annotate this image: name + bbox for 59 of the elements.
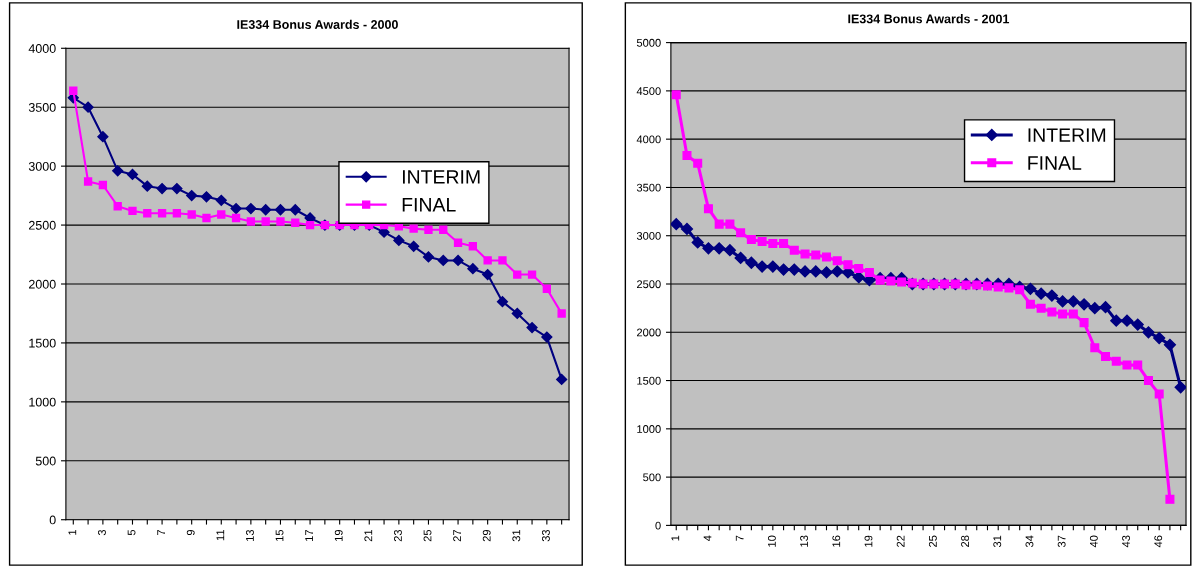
x-tick-label: 17 xyxy=(305,530,313,541)
y-tick-label: 1500 xyxy=(29,338,56,348)
y-tick-label: 4500 xyxy=(636,87,661,96)
x-tick-label: 3 xyxy=(98,529,106,536)
x-tick-label: 1 xyxy=(68,529,77,535)
x-tick-label: 22 xyxy=(896,535,905,547)
y-tick-label: 0 xyxy=(655,521,661,530)
y-tick-label: 2500 xyxy=(637,280,661,289)
x-tick-label: 25 xyxy=(928,535,937,547)
x-tick-label: 5 xyxy=(127,529,136,536)
legend-label: FINAL xyxy=(402,198,456,212)
y-tick-label: 3500 xyxy=(28,103,56,112)
x-tick-label: 19 xyxy=(334,529,343,541)
y-tick-label: 3000 xyxy=(636,231,661,240)
y-tick-label: 0 xyxy=(49,515,56,525)
y-tick-label: 4000 xyxy=(28,44,56,53)
y-tick-label: 1500 xyxy=(637,376,661,385)
x-tick-label: 10 xyxy=(767,535,776,547)
x-tick-label: 43 xyxy=(1122,535,1130,548)
x-tick-label: 11 xyxy=(216,529,225,541)
y-tick-label: 4000 xyxy=(636,135,661,144)
x-tick-label: 33 xyxy=(541,529,550,542)
x-tick-label: 13 xyxy=(800,535,809,547)
chart-title: IE334 Bonus Awards - 2000 xyxy=(237,19,398,29)
x-tick-label: 27 xyxy=(453,530,461,542)
legend-label: INTERIM xyxy=(402,170,480,184)
y-tick-label: 2000 xyxy=(637,328,661,337)
y-tick-label: 500 xyxy=(35,456,56,466)
x-tick-label: 31 xyxy=(512,529,521,542)
x-tick-label: 31 xyxy=(993,535,1002,548)
x-tick-label: 9 xyxy=(186,529,195,536)
x-tick-label: 23 xyxy=(393,529,402,542)
y-tick-label: 1000 xyxy=(637,425,661,433)
legend-label: FINAL xyxy=(1028,156,1082,170)
x-tick-label: 40 xyxy=(1089,535,1098,548)
y-tick-label: 3500 xyxy=(636,183,661,192)
x-tick-label: 7 xyxy=(735,535,744,541)
x-tick-label: 25 xyxy=(423,529,432,542)
x-tick-label: 34 xyxy=(1025,535,1034,548)
x-tick-label: 7 xyxy=(157,530,165,536)
y-tick-label: 500 xyxy=(643,473,661,482)
y-tick-label: 1000 xyxy=(29,397,56,407)
y-tick-label: 5000 xyxy=(636,38,661,47)
x-tick-label: 15 xyxy=(275,529,284,541)
chart-title: IE334 Bonus Awards - 2001 xyxy=(848,14,1010,24)
x-tick-label: 21 xyxy=(364,529,373,542)
legend-label: INTERIM xyxy=(1028,128,1106,142)
x-tick-label: 29 xyxy=(482,529,491,542)
y-tick-label: 3000 xyxy=(28,161,56,171)
y-tick-label: 2500 xyxy=(28,220,56,230)
y-tick-label: 2000 xyxy=(28,279,56,289)
x-tick-label: 1 xyxy=(671,535,680,541)
x-tick-label: 46 xyxy=(1154,535,1163,548)
x-tick-label: 37 xyxy=(1057,535,1066,548)
x-tick-label: 19 xyxy=(864,535,873,547)
x-tick-label: 13 xyxy=(245,529,254,541)
x-tick-label: 16 xyxy=(832,535,841,547)
x-tick-label: 4 xyxy=(703,535,712,542)
x-tick-label: 28 xyxy=(961,535,969,547)
